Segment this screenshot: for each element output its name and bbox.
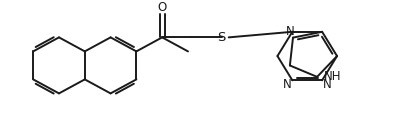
- Text: N: N: [283, 79, 292, 92]
- Text: N: N: [286, 25, 295, 38]
- Text: NH: NH: [324, 70, 342, 83]
- Text: S: S: [218, 31, 226, 44]
- Text: N: N: [323, 79, 332, 92]
- Text: O: O: [158, 1, 167, 14]
